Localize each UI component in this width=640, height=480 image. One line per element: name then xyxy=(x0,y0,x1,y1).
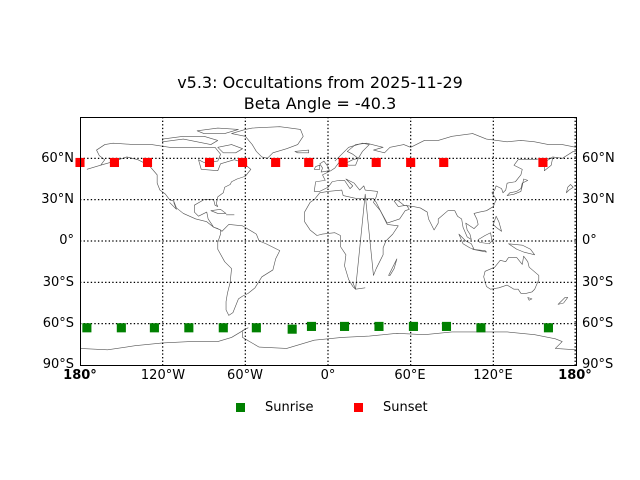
sunrise-marker xyxy=(184,323,194,333)
x-tick-label: 120°E xyxy=(473,368,513,383)
sunrise-marker xyxy=(476,323,486,333)
legend-label-sunrise: Sunrise xyxy=(265,400,314,415)
x-tick-label: 180° xyxy=(63,368,97,383)
sunrise-marker xyxy=(306,321,317,331)
sunrise-marker xyxy=(374,321,384,331)
y-tick-label: 0° xyxy=(59,233,74,248)
legend-item-sunset: Sunset xyxy=(354,400,428,415)
sunset-marker xyxy=(538,157,548,168)
sunrise-marker xyxy=(218,323,228,333)
map-plot-area xyxy=(75,117,577,365)
chart-title: v5.3: Occultations from 2025-11-29 xyxy=(177,73,463,92)
sunrise-marker xyxy=(251,323,261,333)
occultation-markers xyxy=(75,157,553,334)
legend-label-sunset: Sunset xyxy=(383,400,428,415)
sunset-marker xyxy=(439,157,449,168)
sunrise-marker xyxy=(543,323,553,333)
x-tick-label: 0° xyxy=(320,368,336,383)
y-tick-label-right: 0° xyxy=(582,233,597,248)
legend: Sunrise Sunset xyxy=(0,400,640,418)
sunset-marker xyxy=(204,157,215,168)
y-tick-label: 30°N xyxy=(41,192,74,207)
y-tick-label-right: 30°N xyxy=(582,192,615,207)
y-tick-label-right: 30°S xyxy=(582,275,614,290)
sunset-marker xyxy=(238,157,248,168)
y-tick-label: 30°S xyxy=(42,275,74,290)
sunrise-marker xyxy=(149,323,159,333)
sunrise-marker xyxy=(116,323,126,333)
green-square-marker-icon xyxy=(236,403,245,412)
sunset-marker xyxy=(338,157,348,168)
sunrise-marker xyxy=(441,321,452,331)
sunset-marker xyxy=(406,157,416,168)
world-map xyxy=(75,117,577,365)
x-tick-label: 60°W xyxy=(227,368,263,383)
sunset-marker xyxy=(371,157,381,168)
chart-subtitle: Beta Angle = -40.3 xyxy=(243,94,397,113)
y-tick-label-right: 90°S xyxy=(582,357,614,372)
sunset-marker xyxy=(142,157,153,168)
coastlines xyxy=(79,126,577,351)
x-tick-label: 180° xyxy=(558,368,592,383)
red-square-marker-icon xyxy=(354,403,363,412)
y-tick-label-right: 60°S xyxy=(582,316,614,331)
y-tick-label-right: 60°N xyxy=(582,151,615,166)
sunset-marker xyxy=(109,157,119,168)
y-tick-label: 60°S xyxy=(42,316,74,331)
sunset-marker xyxy=(304,157,314,168)
legend-item-sunrise: Sunrise xyxy=(236,400,313,415)
sunrise-marker xyxy=(287,324,297,334)
sunset-marker xyxy=(75,157,85,168)
sunrise-marker xyxy=(82,323,92,333)
x-tick-label: 60°E xyxy=(394,368,426,383)
sunrise-marker xyxy=(339,321,350,331)
x-tick-label: 120°W xyxy=(140,368,186,383)
y-tick-label: 90°S xyxy=(42,357,74,372)
sunrise-marker xyxy=(408,321,418,331)
sunset-marker xyxy=(271,157,281,168)
y-tick-label: 60°N xyxy=(41,151,74,166)
graticule xyxy=(80,117,576,365)
